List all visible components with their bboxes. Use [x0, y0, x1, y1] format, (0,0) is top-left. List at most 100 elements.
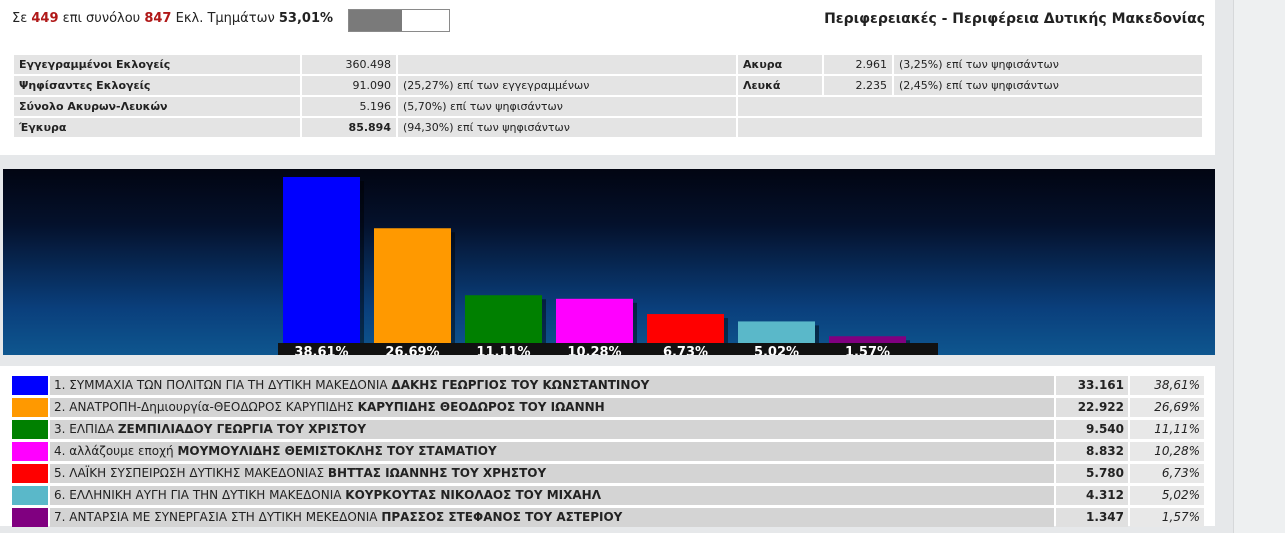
party-label: ΕΛΛΗΝΙΚΗ ΑΥΓΗ ΓΙΑ ΤΗΝ ΔΥΤΙΚΗ ΜΑΚΕΔΟΝΙΑ — [69, 487, 346, 502]
party-color-swatch — [12, 507, 48, 527]
party-votes: 5.780 — [1056, 463, 1128, 483]
bar-5 — [647, 314, 724, 343]
party-name: 2. ΑΝΑΤΡΟΠΗ-Δημιουργία-ΘΕΟΔΩΡΟΣ ΚΑΡΥΠΙΔΗ… — [50, 397, 1054, 417]
party-color-swatch — [12, 485, 48, 505]
voted-value: 91.090 — [302, 76, 396, 95]
bar-value-label: 26,69% — [385, 345, 439, 355]
total-stations: 847 — [144, 11, 172, 26]
party-row[interactable]: 5. ΛΑΪΚΗ ΣΥΣΠΕΙΡΩΣΗ ΔΥΤΙΚΗΣ ΜΑΚΕΔΟΝΙΑΣ Β… — [12, 463, 1204, 483]
counting-progress-fill — [349, 10, 402, 31]
party-row[interactable]: 4. αλλάζουμε εποχή ΜΟΥΜΟΥΛΙΔΗΣ ΘΕΜΙΣΤΟΚΛ… — [12, 441, 1204, 461]
page-title: Περιφερειακές - Περιφέρεια Δυτικής Μακεδ… — [824, 11, 1205, 27]
invalid-blank-percent: (5,70%) επί των ψηφισάντων — [398, 97, 736, 116]
counted-stations: 449 — [31, 11, 59, 26]
party-leader: ΖΕΜΠΙΛΙΑΔΟΥ ΓΕΩΡΓΙΑ ΤΟΥ ΧΡΙΣΤΟΥ — [117, 421, 367, 436]
party-name: 1. ΣΥΜΜΑΧΙΑ ΤΩΝ ΠΟΛΙΤΩΝ ΓΙΑ ΤΗ ΔΥΤΙΚΗ ΜΑ… — [50, 375, 1054, 395]
party-name: 4. αλλάζουμε εποχή ΜΟΥΜΟΥΛΙΔΗΣ ΘΕΜΙΣΤΟΚΛ… — [50, 441, 1054, 461]
blank-label: Λευκά — [738, 76, 822, 95]
empty-cell — [738, 97, 1202, 116]
party-number: 4. — [54, 443, 70, 458]
party-leader: ΚΑΡΥΠΙΔΗΣ ΘΕΟΔΩΡΟΣ ΤΟΥ ΙΩΑΝΝΗ — [357, 399, 605, 414]
blank-value: 2.235 — [824, 76, 892, 95]
party-percent: 5,02% — [1130, 485, 1204, 505]
counting-status: Σε 449 επι συνόλου 847 Εκλ. Τμημάτων 53,… — [12, 11, 333, 26]
party-name: 5. ΛΑΪΚΗ ΣΥΣΠΕΙΡΩΣΗ ΔΥΤΙΚΗΣ ΜΑΚΕΔΟΝΙΑΣ Β… — [50, 463, 1054, 483]
party-number: 2. — [54, 399, 70, 414]
party-leader: ΜΟΥΜΟΥΛΙΔΗΣ ΘΕΜΙΣΤΟΚΛΗΣ ΤΟΥ ΣΤΑΜΑΤΙΟΥ — [177, 443, 497, 458]
party-percent: 26,69% — [1130, 397, 1204, 417]
status-prefix: Σε — [12, 11, 28, 26]
stats-row: Σύνολο Ακυρων-Λευκών 5.196 (5,70%) επί τ… — [14, 97, 1202, 116]
party-percent: 10,28% — [1130, 441, 1204, 461]
party-votes: 9.540 — [1056, 419, 1128, 439]
party-leader: ΔΑΚΗΣ ΓΕΩΡΓΙΟΣ ΤΟΥ ΚΩΝΣΤΑΝΤΙΝΟΥ — [391, 377, 650, 392]
party-label: ΣΥΜΜΑΧΙΑ ΤΩΝ ΠΟΛΙΤΩΝ ΓΙΑ ΤΗ ΔΥΤΙΚΗ ΜΑΚΕΔ… — [69, 377, 392, 392]
invalid-blank-label: Σύνολο Ακυρων-Λευκών — [14, 97, 300, 116]
invalid-value: 2.961 — [824, 55, 892, 74]
party-color-swatch — [12, 375, 48, 395]
invalid-blank-value: 5.196 — [302, 97, 396, 116]
stats-table: Εγγεγραμμένοι Εκλογείς 360.498 Ακυρα 2.9… — [12, 53, 1204, 139]
results-bar-chart: 38,61% 26,69% 11,11% 10,28% 6,73% 5,02% 1,57% — [3, 169, 1215, 355]
bar-value-label: 5,02% — [754, 345, 799, 355]
stats-row: Έγκυρα 85.894 (94,30%) επί των ψηφισάντω… — [14, 118, 1202, 137]
party-row[interactable]: 6. ΕΛΛΗΝΙΚΗ ΑΥΓΗ ΓΙΑ ΤΗΝ ΔΥΤΙΚΗ ΜΑΚΕΔΟΝΙ… — [12, 485, 1204, 505]
invalid-percent: (3,25%) επί των ψηφισάντων — [894, 55, 1202, 74]
party-percent: 6,73% — [1130, 463, 1204, 483]
bar-4 — [556, 298, 633, 343]
bar-value-label: 6,73% — [663, 345, 708, 355]
bar-1 — [283, 177, 360, 343]
party-name: 3. ΕΛΠΙΔΑ ΖΕΜΠΙΛΙΑΔΟΥ ΓΕΩΡΓΙΑ ΤΟΥ ΧΡΙΣΤΟ… — [50, 419, 1054, 439]
counted-percent: 53,01% — [278, 11, 334, 26]
party-label: ΑΝΤΑΡΣΙΑ ΜΕ ΣΥΝΕΡΓΑΣΙΑ ΣΤΗ ΔΥΤΙΚΗ ΜΕΚΕΔΟ… — [69, 509, 382, 524]
party-leader: ΒΗΤΤΑΣ ΙΩΑΝΝΗΣ ΤΟΥ ΧΡΗΣΤΟΥ — [327, 465, 547, 480]
party-row[interactable]: 1. ΣΥΜΜΑΧΙΑ ΤΩΝ ΠΟΛΙΤΩΝ ΓΙΑ ΤΗ ΔΥΤΙΚΗ ΜΑ… — [12, 375, 1204, 395]
bar-label-strip — [278, 343, 938, 355]
party-label: ΑΝΑΤΡΟΠΗ-Δημιουργία-ΘΕΟΔΩΡΟΣ ΚΑΡΥΠΙΔΗΣ — [69, 399, 358, 414]
party-name: 7. ΑΝΤΑΡΣΙΑ ΜΕ ΣΥΝΕΡΓΑΣΙΑ ΣΤΗ ΔΥΤΙΚΗ ΜΕΚ… — [50, 507, 1054, 527]
party-number: 5. — [54, 465, 70, 480]
party-color-swatch — [12, 441, 48, 461]
results-list: 1. ΣΥΜΜΑΧΙΑ ΤΩΝ ΠΟΛΙΤΩΝ ΓΙΑ ΤΗ ΔΥΤΙΚΗ ΜΑ… — [12, 375, 1204, 529]
party-votes: 22.922 — [1056, 397, 1128, 417]
party-name: 6. ΕΛΛΗΝΙΚΗ ΑΥΓΗ ΓΙΑ ΤΗΝ ΔΥΤΙΚΗ ΜΑΚΕΔΟΝΙ… — [50, 485, 1054, 505]
party-color-swatch — [12, 463, 48, 483]
status-mid: επι συνόλου — [62, 11, 141, 26]
blank-percent: (2,45%) επί των ψηφισάντων — [894, 76, 1202, 95]
party-leader: ΠΡΑΣΣΟΣ ΣΤΕΦΑΝΟΣ ΤΟΥ ΑΣΤΕΡΙΟΥ — [381, 509, 623, 524]
party-label: ΕΛΠΙΔΑ — [69, 421, 118, 436]
party-percent: 38,61% — [1130, 375, 1204, 395]
party-color-swatch — [12, 397, 48, 417]
party-row[interactable]: 2. ΑΝΑΤΡΟΠΗ-Δημιουργία-ΘΕΟΔΩΡΟΣ ΚΑΡΥΠΙΔΗ… — [12, 397, 1204, 417]
party-votes: 1.347 — [1056, 507, 1128, 527]
bar-6 — [738, 321, 815, 343]
party-votes: 4.312 — [1056, 485, 1128, 505]
party-number: 3. — [54, 421, 70, 436]
counting-progress-bar — [348, 9, 450, 32]
empty-cell — [398, 55, 736, 74]
valid-label: Έγκυρα — [14, 118, 300, 137]
bar-value-label: 38,61% — [294, 345, 348, 355]
party-label: αλλάζουμε εποχή — [69, 443, 178, 458]
valid-value: 85.894 — [302, 118, 396, 137]
stats-row: Εγγεγραμμένοι Εκλογείς 360.498 Ακυρα 2.9… — [14, 55, 1202, 74]
window-edge — [1233, 0, 1285, 533]
party-votes: 8.832 — [1056, 441, 1128, 461]
party-number: 6. — [54, 487, 70, 502]
voted-percent: (25,27%) επί των εγγεγραμμένων — [398, 76, 736, 95]
party-row[interactable]: 3. ΕΛΠΙΔΑ ΖΕΜΠΙΛΙΑΔΟΥ ΓΕΩΡΓΙΑ ΤΟΥ ΧΡΙΣΤΟ… — [12, 419, 1204, 439]
party-percent: 1,57% — [1130, 507, 1204, 527]
valid-percent: (94,30%) επί των ψηφισάντων — [398, 118, 736, 137]
bar-chart-svg: 38,61% 26,69% 11,11% 10,28% 6,73% 5,02% 1,57% — [278, 177, 938, 355]
party-color-swatch — [12, 419, 48, 439]
bar-3 — [465, 295, 542, 343]
bar-2 — [374, 228, 451, 343]
bar-value-label: 10,28% — [567, 345, 621, 355]
empty-cell — [738, 118, 1202, 137]
bar-value-label: 11,11% — [476, 345, 530, 355]
stats-row: Ψηφίσαντες Εκλογείς 91.090 (25,27%) επί … — [14, 76, 1202, 95]
summary-panel: Σε 449 επι συνόλου 847 Εκλ. Τμημάτων 53,… — [0, 0, 1215, 155]
registered-label: Εγγεγραμμένοι Εκλογείς — [14, 55, 300, 74]
voted-label: Ψηφίσαντες Εκλογείς — [14, 76, 300, 95]
party-row[interactable]: 7. ΑΝΤΑΡΣΙΑ ΜΕ ΣΥΝΕΡΓΑΣΙΑ ΣΤΗ ΔΥΤΙΚΗ ΜΕΚ… — [12, 507, 1204, 527]
